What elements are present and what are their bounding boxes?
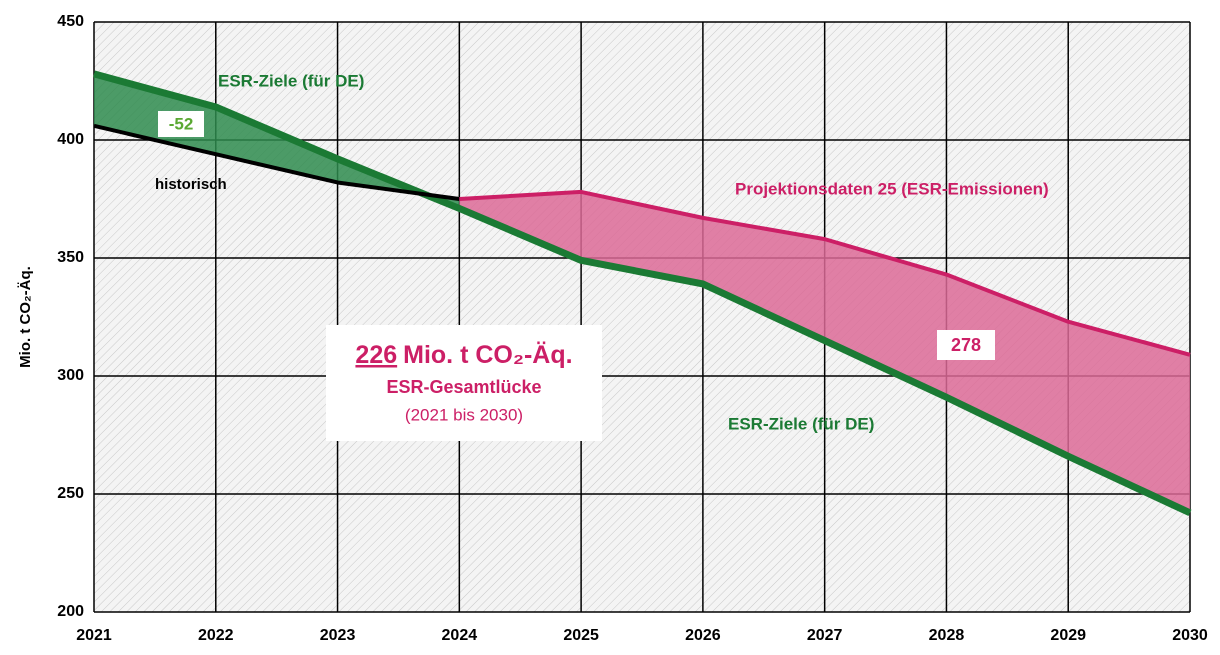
series-label: Projektionsdaten 25 (ESR-Emissionen) xyxy=(735,179,1049,198)
y-tick-label: 400 xyxy=(57,131,84,148)
info-box xyxy=(326,325,602,441)
series-label: historisch xyxy=(155,176,227,193)
x-tick-label: 2027 xyxy=(807,627,843,644)
x-tick-label: 2023 xyxy=(320,627,356,644)
x-tick-label: 2030 xyxy=(1172,627,1208,644)
series-line xyxy=(93,123,460,201)
annotation: ESR-Ziele (für DE) xyxy=(728,414,874,433)
total-gap-unit: Mio. t CO₂-Äq. xyxy=(403,341,572,369)
y-axis-label: Mio. t CO₂-Äq. xyxy=(17,266,34,368)
gap-area-pink xyxy=(459,191,1190,513)
x-tick-label: 2022 xyxy=(198,627,234,644)
x-tick-label: 2028 xyxy=(929,627,965,644)
x-tick-label: 2024 xyxy=(442,627,478,644)
annotation: ESR-Gesamtlücke xyxy=(386,377,541,397)
gap-label: -52 xyxy=(169,114,194,133)
x-tick-label: 2021 xyxy=(76,627,112,644)
series-line xyxy=(459,189,1191,357)
y-tick-label: 200 xyxy=(57,603,84,620)
y-tick-label: 300 xyxy=(57,367,84,384)
total-gap-value: 226 xyxy=(355,341,397,369)
x-tick-label: 2029 xyxy=(1050,627,1086,644)
y-tick-label: 350 xyxy=(57,249,84,266)
total-gap: 226 Mio. t CO₂-Äq. xyxy=(355,341,572,369)
annotation: (2021 bis 2030) xyxy=(405,405,523,424)
label-box xyxy=(937,330,995,360)
label-box xyxy=(158,111,204,137)
gap-label: 278 xyxy=(951,335,981,355)
x-tick-label: 2026 xyxy=(685,627,721,644)
y-tick-label: 250 xyxy=(57,485,84,502)
y-tick-label: 450 xyxy=(57,13,84,30)
series-line xyxy=(93,70,1192,517)
series-label: ESR-Ziele (für DE) xyxy=(218,71,364,90)
x-tick-label: 2025 xyxy=(563,627,599,644)
